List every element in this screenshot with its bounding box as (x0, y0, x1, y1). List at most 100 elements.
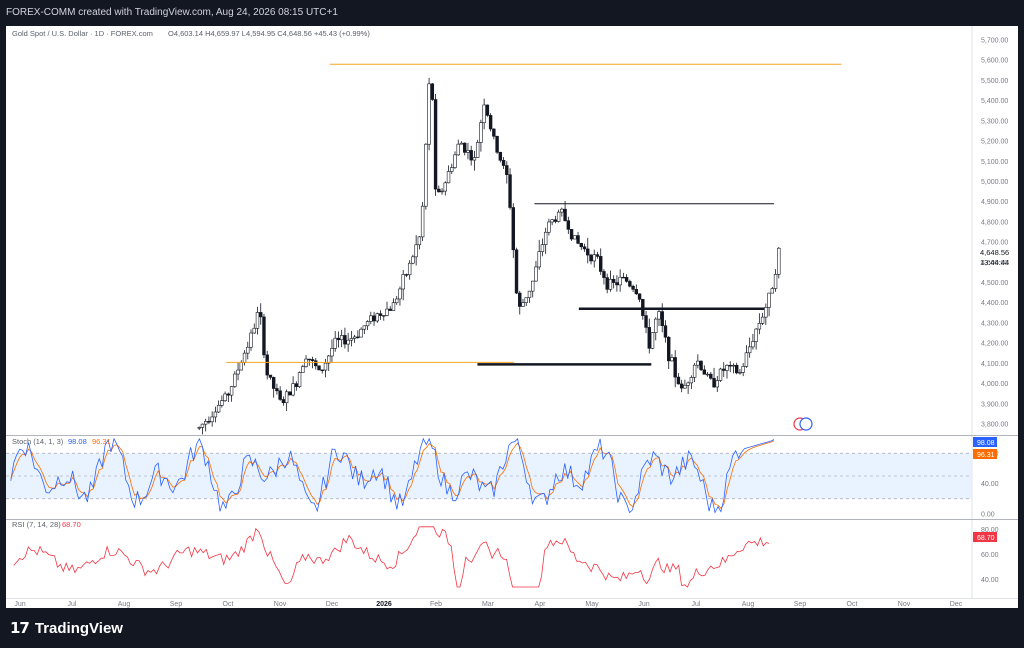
candle-body (259, 312, 263, 318)
candle-body (463, 142, 467, 153)
candle-body (757, 323, 762, 330)
candle-body (637, 293, 642, 300)
price-tick: 4,900.00 (981, 199, 1008, 206)
tradingview-logo-icon[interactable]: 17 (10, 619, 30, 637)
time-tick: Feb (430, 601, 442, 608)
candle-body (407, 262, 412, 276)
price-tick: 3,800.00 (981, 422, 1008, 429)
candle-body (534, 266, 538, 282)
time-tick: Dec (950, 601, 963, 608)
candle-body (216, 405, 221, 413)
candle-body (586, 248, 590, 256)
current-price-label: 4,648.56 (980, 248, 1009, 257)
candle-body (391, 302, 396, 311)
candle-body (459, 142, 464, 145)
candle-body (722, 368, 726, 371)
candle-body (333, 337, 337, 349)
candle-body (582, 246, 587, 250)
time-tick: 2026 (376, 601, 392, 608)
stoch-k-line (10, 437, 775, 514)
candle-body (744, 352, 749, 367)
candle-body (547, 221, 551, 233)
candle-body (741, 366, 745, 373)
candle-body (692, 364, 697, 378)
candle-body (628, 281, 632, 287)
candle-body (495, 135, 499, 153)
candle-body (446, 171, 451, 184)
candle-body (518, 292, 522, 307)
time-tick: Jul (692, 601, 701, 608)
candle-body (764, 307, 768, 318)
stoch-title: Stoch (14, 1, 3) (12, 437, 64, 446)
candle-body (667, 336, 671, 362)
time-tick: Oct (847, 601, 858, 608)
time-tick: Nov (274, 601, 287, 608)
candle-body (709, 373, 713, 379)
tradingview-brand[interactable]: TradingView (34, 619, 123, 637)
candle-body (291, 383, 295, 396)
candle-body (466, 150, 470, 153)
candle-body (566, 220, 571, 230)
candle-body (573, 235, 577, 240)
candle-body (301, 366, 305, 373)
candle-body (488, 115, 493, 130)
time-tick: Apr (535, 601, 547, 608)
candle-body (346, 339, 350, 345)
time-tick: Sep (794, 601, 807, 608)
candle-body (676, 376, 681, 385)
candle-body (621, 276, 626, 279)
time-axis: Jun Jul Aug Sep Oct Nov Dec 2026 Feb Mar Apr May Jun… (14, 601, 962, 608)
candle-body (424, 143, 428, 207)
stoch-d-badge-bg (973, 449, 997, 459)
candle-body (307, 358, 311, 361)
candle-body (239, 362, 243, 371)
stoch-k-badge-text: 98.08 (977, 440, 995, 447)
candle-body (401, 274, 405, 290)
candle-body (223, 393, 227, 401)
candle-body (563, 208, 567, 221)
time-tick: Sep (170, 601, 183, 608)
candle-body (229, 386, 234, 396)
candle-body (615, 282, 619, 286)
candle-body (294, 383, 299, 387)
candle-body (560, 208, 564, 213)
candle-body (323, 362, 328, 371)
price-tick: 4,400.00 (981, 300, 1008, 307)
time-tick: Oct (223, 601, 234, 608)
time-tick: Aug (742, 601, 755, 608)
candle-body (310, 359, 315, 362)
candle-body (650, 332, 655, 349)
candle-body (521, 302, 525, 307)
candle-body (200, 423, 205, 428)
candle-body (644, 315, 648, 328)
rsi-badge-text: 68.70 (977, 535, 995, 542)
rsi-tick: 40.00 (981, 577, 999, 584)
rsi-line (13, 526, 770, 588)
candle-body (343, 335, 347, 345)
candle-body (271, 377, 276, 389)
candle-body (330, 348, 334, 357)
candle-body (553, 219, 558, 222)
candle-body (689, 377, 694, 384)
time-tick: Jul (68, 601, 77, 608)
candle-body (317, 365, 321, 371)
candle-body (339, 335, 344, 341)
candle-body (777, 247, 781, 275)
candle-body (660, 311, 664, 327)
candle-body (411, 256, 415, 264)
candle-body (281, 399, 286, 404)
rsi-badge: 68.70 (973, 532, 997, 542)
candle-body (375, 313, 379, 322)
candle-body (213, 411, 218, 418)
price-tick: 5,000.00 (981, 179, 1008, 186)
candle-body (505, 165, 509, 175)
candle-body (702, 369, 707, 375)
candle-body (670, 357, 674, 362)
candle-body (207, 421, 211, 423)
candle-body (226, 393, 231, 396)
candle-body (731, 364, 736, 367)
rsi-tick: 60.00 (981, 552, 999, 559)
us-flag-icon (793, 417, 813, 431)
